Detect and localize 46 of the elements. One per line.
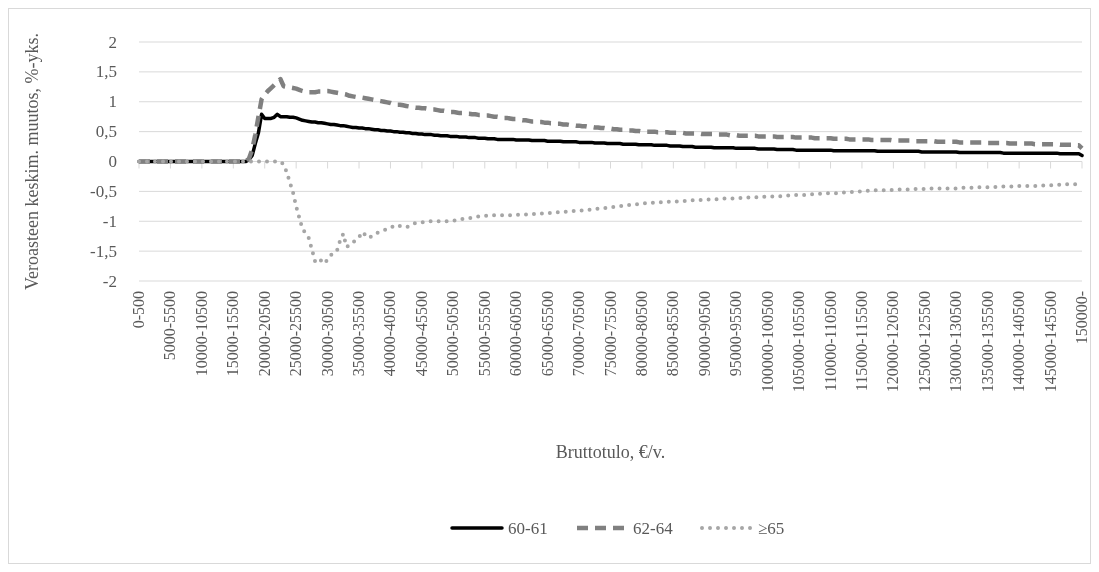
x-tick-label: 35000-35500 xyxy=(350,291,368,377)
x-tick-label: 5000-5500 xyxy=(161,291,179,361)
y-tick-label: -1 xyxy=(102,211,117,231)
y-tick-label: -0,5 xyxy=(90,181,117,201)
x-tick-label: 115000-115500 xyxy=(852,291,870,392)
x-tick-label: 90000-90500 xyxy=(695,291,713,377)
x-tick-label: 125000-125500 xyxy=(915,291,933,393)
x-tick-label: 60000-60500 xyxy=(507,291,525,377)
x-tick-label: 150000- xyxy=(1073,291,1090,345)
x-tick-label: 140000-140500 xyxy=(1010,291,1028,393)
x-tick-label: 55000-55500 xyxy=(475,291,493,377)
x-tick-label: 110000-110500 xyxy=(821,291,839,392)
x-tick-label: 0-500 xyxy=(130,291,147,329)
legend-label: 62-64 xyxy=(633,518,674,538)
x-tick-label: 10000-10500 xyxy=(192,291,210,377)
legend-label: ≥65 xyxy=(758,518,785,538)
legend-label: 60-61 xyxy=(508,518,548,538)
x-tick-label: 95000-95500 xyxy=(727,291,745,377)
y-tick-label: 0 xyxy=(108,152,117,171)
x-tick-label: 135000-135500 xyxy=(978,291,996,393)
x-tick-label: 50000-50500 xyxy=(444,291,462,377)
x-tick-label: 105000-105500 xyxy=(790,291,808,393)
y-axis-title: Veroasteen keskim. muutos, %-yks. xyxy=(22,33,42,290)
x-tick-label: 100000-100500 xyxy=(758,291,776,393)
y-tick-label: -2 xyxy=(102,271,117,291)
y-tick-label: 2 xyxy=(108,32,117,52)
y-tick-label: -1,5 xyxy=(90,241,117,261)
x-tick-label: 120000-120500 xyxy=(884,291,902,393)
x-tick-label: 45000-45500 xyxy=(412,291,430,377)
x-tick-label: 145000-145500 xyxy=(1041,291,1059,393)
y-tick-label: 0,5 xyxy=(95,122,117,142)
x-tick-label: 85000-85500 xyxy=(664,291,682,377)
x-tick-label: 130000-130500 xyxy=(947,291,965,393)
x-tick-label: 20000-20500 xyxy=(255,291,273,377)
line-series xyxy=(136,76,1085,164)
x-axis-title: Bruttotulo, €/v. xyxy=(555,442,666,462)
x-tick-label: 15000-15500 xyxy=(224,291,242,377)
x-tick-label: 65000-65500 xyxy=(538,291,556,377)
y-tick-label: 1,5 xyxy=(95,62,117,82)
x-tick-label: 75000-75500 xyxy=(601,291,619,377)
x-tick-label: 25000-25500 xyxy=(287,291,305,377)
y-tick-label: 1 xyxy=(108,92,117,112)
x-tick-label: 30000-30500 xyxy=(318,291,336,377)
x-tick-label: 70000-70500 xyxy=(570,291,588,377)
x-tick-label: 80000-80500 xyxy=(632,291,650,377)
x-tick-label: 40000-40500 xyxy=(381,291,399,377)
